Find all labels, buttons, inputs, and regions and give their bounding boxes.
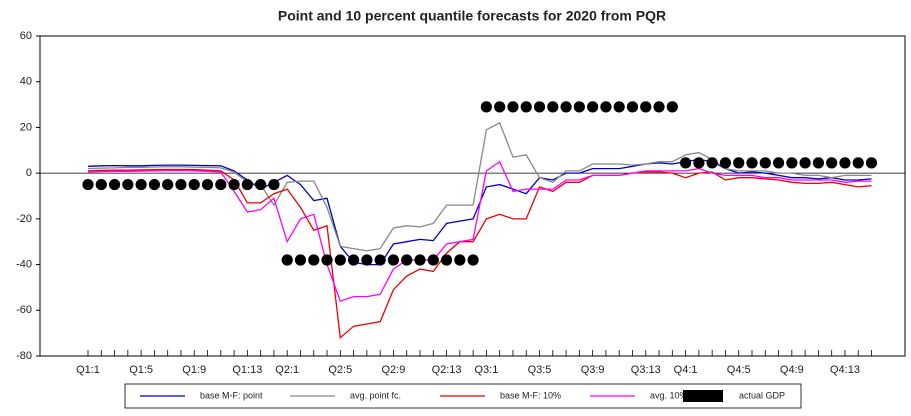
gdp-dot [148,178,160,191]
legend-label: actual GDP [739,390,785,400]
gdp-dot [653,101,665,113]
series-line [87,168,872,339]
y-tick-label: -80 [16,350,32,362]
gdp-dot [587,101,599,113]
x-tick-label: Q3:5 [528,364,552,376]
gdp-dot [241,178,253,191]
x-tick-label: Q4:5 [727,364,751,376]
y-tick-label: 40 [20,76,32,88]
gdp-dot [201,178,214,191]
gdp-dot [255,178,267,191]
gdp-dot [108,178,121,191]
gdp-dot [467,254,479,266]
x-tick-label: Q1:13 [232,364,262,376]
gdp-dot [507,101,519,113]
gdp-dot [852,157,864,169]
y-tick-label: 0 [26,167,32,179]
gdp-dot [759,157,771,169]
gdp-dot [374,254,386,266]
gdp-dot [361,254,373,266]
gdp-dot [188,178,200,191]
gdp-dot [613,101,625,113]
gdp-dot [799,157,811,169]
x-tick-label: Q3:1 [474,364,498,376]
x-tick-label: Q2:5 [328,364,352,376]
y-tick-label: -20 [16,213,32,225]
x-tick-label: Q2:9 [382,364,406,376]
x-tick-label: Q4:9 [780,364,804,376]
gdp-dot [268,178,280,191]
gdp-dot [533,101,546,113]
gdp-dot [294,254,307,266]
gdp-dot [454,254,466,266]
x-tick-label: Q1:1 [76,364,100,376]
x-tick-label: Q2:13 [432,364,462,376]
legend-label: base M-F: 10% [500,390,561,400]
gdp-dot [348,254,360,266]
gdp-dot [547,101,559,113]
gdp-dot [706,157,718,169]
gdp-dot [839,157,851,169]
y-tick-label: -60 [16,304,32,316]
gdp-dot [680,157,692,169]
gdp-dot [560,101,572,113]
gdp-dot [401,254,413,266]
x-tick-label: Q4:13 [830,364,860,376]
gdp-dot [175,178,187,191]
gdp-dot [865,157,878,169]
gdp-dot [640,101,652,113]
gdp-dot [826,157,838,169]
legend-label: avg. point fc. [350,390,401,400]
gdp-dot [600,101,612,113]
gdp-dot [387,254,400,266]
gdp-dot [122,178,134,191]
gdp-dot [786,157,798,169]
legend-label: base M-F: point [200,390,263,400]
gdp-dot [440,254,453,266]
gdp-dot [82,178,94,191]
gdp-dot [414,254,426,266]
gdp-dot [520,101,532,113]
gdp-dot [321,254,333,266]
x-tick-label: Q3:13 [631,364,661,376]
gdp-dot [666,101,678,113]
legend-label: avg. 10% fc. [650,390,700,400]
legend-swatch [683,390,723,402]
gdp-dot [308,254,320,266]
gdp-dot [427,254,439,266]
gdp-dot [693,157,705,169]
gdp-dot [334,254,346,266]
x-tick-label: Q3:9 [581,364,605,376]
gdp-dot [494,101,506,113]
gdp-dot [719,157,732,169]
gdp-dot [135,178,147,191]
gdp-dot [772,157,785,169]
x-tick-label: Q1:9 [182,364,206,376]
gdp-dot [746,157,758,169]
x-tick-label: Q1:5 [129,364,153,376]
plot-frame [39,35,906,357]
gdp-dot [162,178,174,191]
gdp-dot [281,254,293,266]
gdp-dot [733,157,745,169]
gdp-dot [95,178,107,191]
gdp-dot [215,178,227,191]
y-tick-label: -40 [16,258,32,270]
x-tick-label: Q2:1 [275,364,299,376]
series-line [87,121,872,252]
x-tick-label: Q4:1 [674,364,698,376]
gdp-dot [626,101,639,113]
gdp-dot [812,157,825,169]
gdp-dot [573,101,585,113]
chart-title: Point and 10 percent quantile forecasts … [278,8,666,24]
y-tick-label: 20 [20,121,32,133]
y-tick-label: 60 [20,30,32,42]
gdp-dot [228,178,240,191]
gdp-dot [480,101,492,113]
series-line [87,160,872,302]
